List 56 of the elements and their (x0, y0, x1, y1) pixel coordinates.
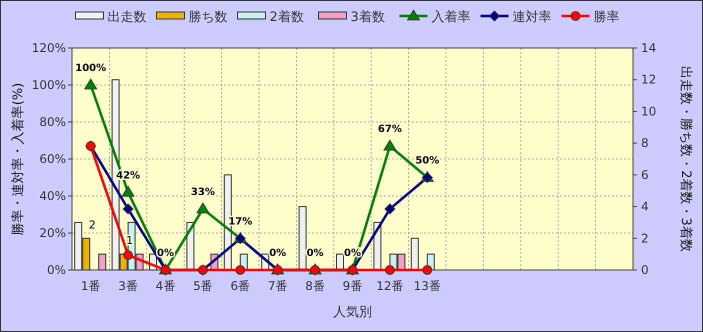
y2-axis-title: 出走数・勝ち数・2着数・3着数 (678, 66, 694, 252)
x-tick-label: 5番 (193, 279, 213, 293)
data-label: 0% (269, 248, 286, 259)
x-tick-label: 9番 (342, 279, 362, 293)
legend-label: 勝ち数 (188, 10, 228, 25)
y-axis-title: 勝率・連対率・入着率(%) (10, 82, 26, 236)
y2-tick-label: 10 (641, 104, 656, 118)
legend-label: 連対率 (512, 9, 552, 25)
point (385, 265, 395, 275)
legend-label: 2着数 (270, 9, 304, 25)
y2-tick-label: 0 (641, 263, 649, 277)
legend-label: 3着数 (350, 9, 385, 25)
point (196, 202, 210, 214)
data-label: 33% (190, 186, 215, 198)
point (122, 204, 134, 214)
y2-tick-label: 2 (641, 231, 649, 246)
y2-tick-label: 6 (641, 168, 649, 182)
x-tick-label: 3番 (118, 279, 138, 293)
legend-label: 入着率 (432, 9, 470, 25)
x-tick-label: 8番 (305, 279, 325, 293)
y-tick-label: 40% (39, 189, 66, 203)
x-axis-title: 人気別 (333, 305, 372, 320)
legend-label: 勝率 (594, 9, 620, 25)
x-tick-label: 6番 (230, 279, 250, 293)
x-tick-label: 12番 (376, 279, 404, 293)
y-tick-label: 60% (39, 152, 66, 166)
point (384, 140, 396, 150)
bar (98, 254, 106, 270)
point (422, 265, 432, 275)
y-tick-label: 20% (39, 226, 66, 240)
y-tick-label: 80% (39, 115, 66, 129)
y2-tick-label: 4 (641, 200, 649, 214)
x-tick-label: 1番 (80, 279, 101, 293)
legend-label: 出走数 (108, 10, 146, 25)
point (384, 204, 396, 214)
point (84, 78, 98, 90)
y2-tick-label: 12 (641, 72, 656, 87)
bar (336, 254, 344, 270)
data-label: 67% (378, 124, 402, 136)
y-tick-label: 0% (46, 263, 66, 277)
point (122, 186, 134, 197)
x-tick-label: 7番 (268, 279, 288, 293)
y2-tick-label: 14 (641, 41, 656, 55)
bar (298, 206, 307, 270)
y-tick-label: 100% (32, 78, 66, 92)
data-label: 0% (306, 248, 324, 259)
data-label: 2 (88, 218, 96, 232)
y-tick-label: 120% (32, 41, 66, 55)
x-tick-label: 4番 (156, 279, 176, 293)
y2-tick-label: 8 (641, 136, 649, 150)
bar (410, 238, 419, 270)
x-tick-label: 13番 (414, 279, 441, 293)
data-label: 100% (75, 63, 106, 74)
point (123, 250, 133, 260)
data-label: 50% (415, 156, 440, 166)
point (235, 265, 246, 275)
